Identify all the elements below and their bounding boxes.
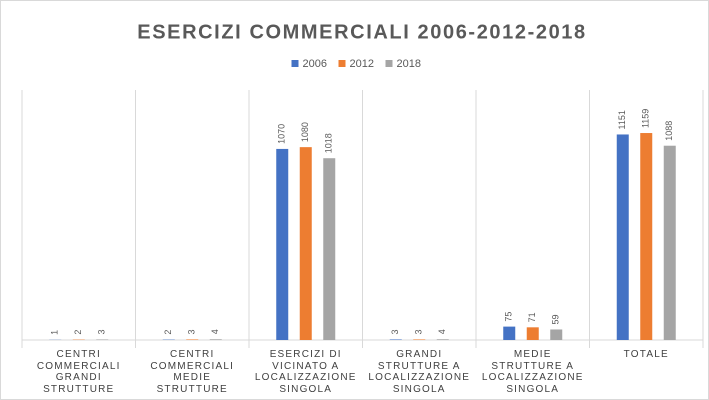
- data-label: 4: [210, 329, 220, 334]
- data-label: 3: [187, 329, 197, 334]
- bar: [96, 339, 109, 340]
- data-label: 71: [527, 312, 537, 322]
- x-tick-label: GRANDI STRUTTURE A LOCALIZZAZIONE SINGOL…: [368, 349, 471, 395]
- bar: [276, 148, 289, 340]
- data-label: 3: [390, 329, 400, 334]
- data-label: 1088: [664, 121, 674, 141]
- x-tick-label: ESERCIZI DI VICINATO A LOCALIZZAZIONE SI…: [254, 349, 357, 395]
- data-label: 1018: [324, 133, 334, 153]
- bar: [389, 339, 402, 340]
- bar: [413, 339, 426, 340]
- chart-title: ESERCIZI COMMERCIALI 2006-2012-2018: [137, 21, 586, 43]
- data-label: 1070: [277, 124, 287, 144]
- x-tick-label: CENTRI COMMERCIALI GRANDI STRUTTURE: [36, 349, 121, 395]
- bar: [436, 339, 449, 340]
- bar: [616, 134, 629, 340]
- data-label: 1159: [641, 109, 651, 128]
- data-label: 2: [73, 330, 83, 335]
- x-tick-label: MEDIE STRUTTURE A LOCALIZZAZIONE SINGOLA: [481, 349, 584, 395]
- data-label: 4: [437, 329, 447, 334]
- bar: [503, 326, 516, 340]
- data-label: 3: [97, 329, 107, 334]
- data-label: 1151: [617, 110, 627, 129]
- x-tick-label: TOTALE: [623, 349, 669, 360]
- legend-label: 2018: [397, 58, 421, 70]
- bar: [186, 339, 199, 340]
- x-tick-label: CENTRI COMMERCIALI MEDIE STRUTTURE: [150, 349, 235, 395]
- bar: [550, 329, 563, 340]
- data-label: 1: [50, 330, 60, 335]
- bar: [209, 339, 222, 340]
- data-label: 75: [504, 312, 514, 322]
- data-label: 59: [551, 314, 561, 324]
- bar: [526, 327, 539, 340]
- bar: [323, 158, 336, 340]
- bar: [663, 145, 676, 340]
- data-label: 1080: [300, 122, 310, 142]
- legend-label: 2012: [350, 58, 374, 70]
- legend-label: 2006: [303, 58, 327, 70]
- legend-swatch: [291, 60, 299, 67]
- legend-swatch: [338, 60, 346, 67]
- data-label: 3: [414, 329, 424, 334]
- legend-swatch: [385, 60, 393, 67]
- bar: [299, 147, 312, 340]
- data-label: 2: [163, 330, 173, 335]
- bar: [640, 133, 653, 340]
